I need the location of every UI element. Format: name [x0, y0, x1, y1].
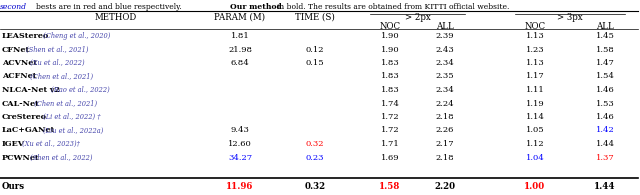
Text: (Xu et al., 2022): (Xu et al., 2022) [28, 59, 85, 67]
Text: > 3px: > 3px [557, 13, 583, 22]
Text: 1.72: 1.72 [381, 127, 399, 135]
Text: 1.14: 1.14 [525, 113, 545, 121]
Text: 1.53: 1.53 [596, 99, 614, 107]
Text: 0.15: 0.15 [306, 59, 324, 67]
Text: 1.13: 1.13 [525, 32, 545, 40]
Text: NOC: NOC [380, 22, 401, 31]
Text: 2.34: 2.34 [436, 59, 454, 67]
Text: 1.54: 1.54 [596, 73, 614, 81]
Text: 2.43: 2.43 [436, 45, 454, 53]
Text: 1.17: 1.17 [525, 73, 545, 81]
Text: ALL: ALL [436, 22, 454, 31]
Text: CreStereo: CreStereo [2, 113, 47, 121]
Text: 0.23: 0.23 [306, 153, 324, 161]
Text: PCWNet: PCWNet [2, 153, 40, 161]
Text: 1.81: 1.81 [230, 32, 250, 40]
Text: 11.96: 11.96 [227, 182, 253, 191]
Text: (Rao et al., 2022): (Rao et al., 2022) [49, 86, 110, 94]
Text: 2.39: 2.39 [436, 32, 454, 40]
Text: 1.47: 1.47 [596, 59, 614, 67]
Text: 1.19: 1.19 [525, 99, 545, 107]
Text: 1.04: 1.04 [525, 153, 545, 161]
Text: 12.60: 12.60 [228, 140, 252, 148]
Text: LaC+GANet: LaC+GANet [2, 127, 55, 135]
Text: Ours: Ours [2, 182, 25, 191]
Text: 1.12: 1.12 [525, 140, 544, 148]
Text: 1.44: 1.44 [595, 140, 614, 148]
Text: 1.69: 1.69 [381, 153, 399, 161]
Text: CAL-Net: CAL-Net [2, 99, 40, 107]
Text: ACFNet: ACFNet [2, 73, 36, 81]
Text: 2.17: 2.17 [436, 140, 454, 148]
Text: 2.18: 2.18 [436, 153, 454, 161]
Text: ACVNet: ACVNet [2, 59, 37, 67]
Text: 1.46: 1.46 [596, 113, 614, 121]
Text: 1.44: 1.44 [595, 182, 616, 191]
Text: 0.32: 0.32 [305, 182, 326, 191]
Text: 1.00: 1.00 [524, 182, 546, 191]
Text: 1.58: 1.58 [380, 182, 401, 191]
Text: 6.84: 6.84 [230, 59, 250, 67]
Text: 1.46: 1.46 [596, 86, 614, 94]
Text: 34.27: 34.27 [228, 153, 252, 161]
Text: 1.05: 1.05 [525, 127, 544, 135]
Text: bests are in red and blue respectively.: bests are in red and blue respectively. [36, 3, 182, 11]
Text: CFNet: CFNet [2, 45, 30, 53]
Text: (Shen et al., 2021): (Shen et al., 2021) [24, 45, 88, 53]
Text: (Liu et al., 2022a): (Liu et al., 2022a) [41, 127, 103, 135]
Text: 1.13: 1.13 [525, 59, 545, 67]
Text: 1.23: 1.23 [525, 45, 544, 53]
Text: (Chen et al., 2021): (Chen et al., 2021) [28, 73, 93, 81]
Text: 2.26: 2.26 [436, 127, 454, 135]
Text: in bold. The results are obtained from KITTI official website.: in bold. The results are obtained from K… [277, 3, 509, 11]
Text: 1.83: 1.83 [381, 59, 399, 67]
Text: > 2px: > 2px [404, 13, 430, 22]
Text: TIME (S): TIME (S) [295, 13, 335, 22]
Text: second: second [0, 3, 27, 11]
Text: 21.98: 21.98 [228, 45, 252, 53]
Text: 1.42: 1.42 [596, 127, 614, 135]
Text: (Chen et al., 2021): (Chen et al., 2021) [33, 99, 97, 107]
Text: 0.32: 0.32 [306, 140, 324, 148]
Text: 9.43: 9.43 [230, 127, 250, 135]
Text: 2.18: 2.18 [436, 113, 454, 121]
Text: METHOD: METHOD [95, 13, 137, 22]
Text: 2.35: 2.35 [436, 73, 454, 81]
Text: IGEV: IGEV [2, 140, 25, 148]
Text: 1.37: 1.37 [596, 153, 614, 161]
Text: 2.24: 2.24 [436, 99, 454, 107]
Text: 1.90: 1.90 [381, 45, 399, 53]
Text: 1.72: 1.72 [381, 113, 399, 121]
Text: 1.58: 1.58 [596, 45, 614, 53]
Text: 1.11: 1.11 [525, 86, 545, 94]
Text: (Cheng et al., 2020): (Cheng et al., 2020) [41, 32, 110, 40]
Text: NOC: NOC [524, 22, 545, 31]
Text: (Li et al., 2022) †: (Li et al., 2022) † [41, 113, 100, 121]
Text: 1.83: 1.83 [381, 73, 399, 81]
Text: 1.83: 1.83 [381, 86, 399, 94]
Text: Our method: Our method [230, 3, 282, 11]
Text: (Shen et al., 2022): (Shen et al., 2022) [28, 153, 93, 161]
Text: PARAM (M): PARAM (M) [214, 13, 266, 22]
Text: NLCA-Net v2: NLCA-Net v2 [2, 86, 60, 94]
Text: LEAStereo: LEAStereo [2, 32, 49, 40]
Text: 2.34: 2.34 [436, 86, 454, 94]
Text: ALL: ALL [596, 22, 614, 31]
Text: 1.71: 1.71 [381, 140, 399, 148]
Text: 1.90: 1.90 [381, 32, 399, 40]
Text: 2.20: 2.20 [435, 182, 456, 191]
Text: (Xu et al., 2023)†: (Xu et al., 2023)† [20, 140, 80, 148]
Text: 1.74: 1.74 [381, 99, 399, 107]
Text: 1.45: 1.45 [596, 32, 614, 40]
Text: 0.12: 0.12 [306, 45, 324, 53]
